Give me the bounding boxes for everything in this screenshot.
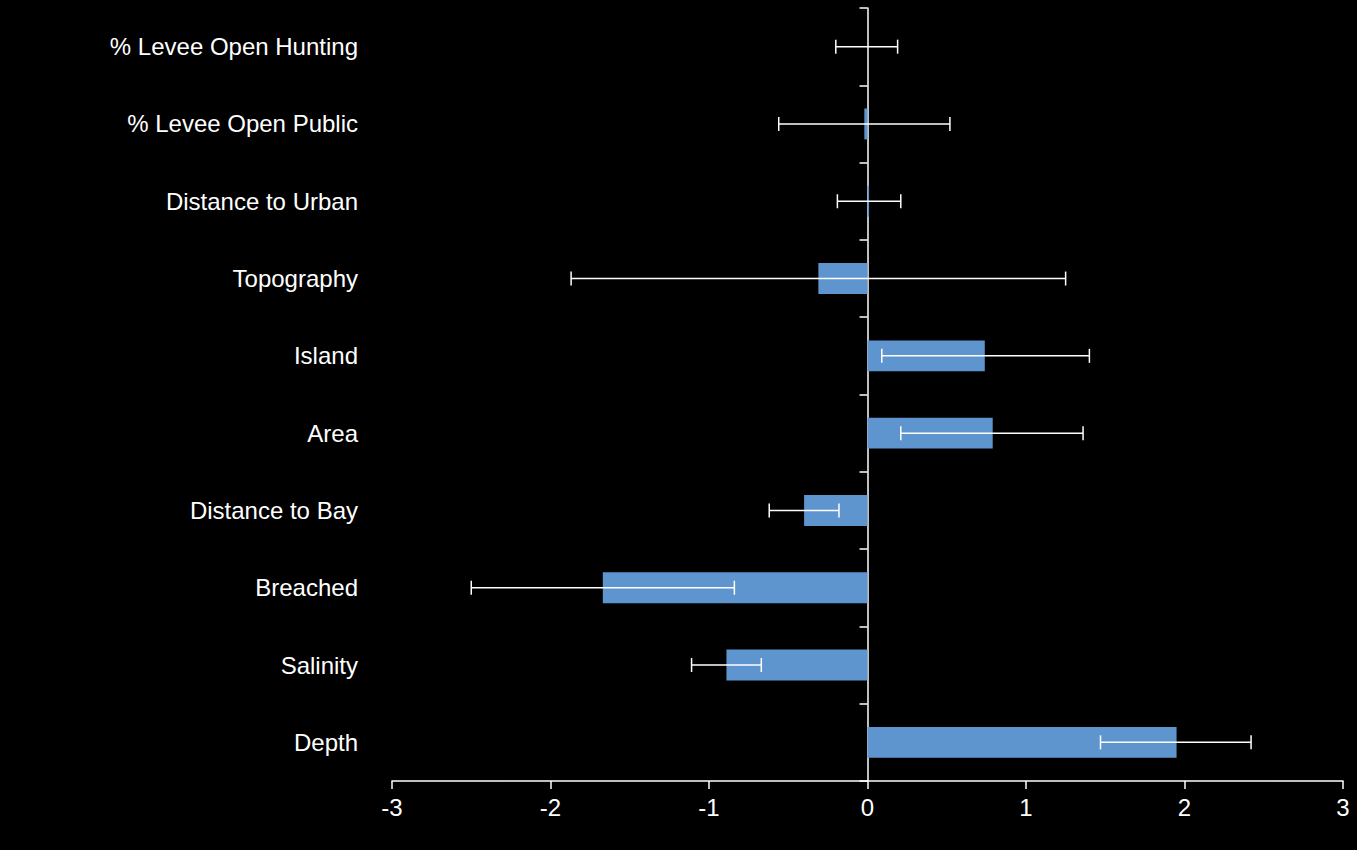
svg-text:-3: -3 <box>381 794 402 821</box>
svg-text:Topography: Topography <box>233 265 358 292</box>
svg-text:Salinity: Salinity <box>281 652 358 679</box>
svg-text:Area: Area <box>307 420 358 447</box>
svg-text:2: 2 <box>1178 794 1191 821</box>
svg-text:1: 1 <box>1019 794 1032 821</box>
svg-text:Depth: Depth <box>294 729 358 756</box>
svg-text:0: 0 <box>861 794 874 821</box>
svg-text:-1: -1 <box>698 794 719 821</box>
svg-text:% Levee Open Hunting: % Levee Open Hunting <box>110 33 358 60</box>
svg-text:% Levee Open Public: % Levee Open Public <box>127 110 358 137</box>
svg-text:Distance to Bay: Distance to Bay <box>190 497 358 524</box>
svg-text:3: 3 <box>1336 794 1349 821</box>
svg-text:Island: Island <box>294 342 358 369</box>
svg-text:Distance to Urban: Distance to Urban <box>166 188 358 215</box>
svg-text:Breached: Breached <box>255 574 358 601</box>
svg-text:-2: -2 <box>540 794 561 821</box>
